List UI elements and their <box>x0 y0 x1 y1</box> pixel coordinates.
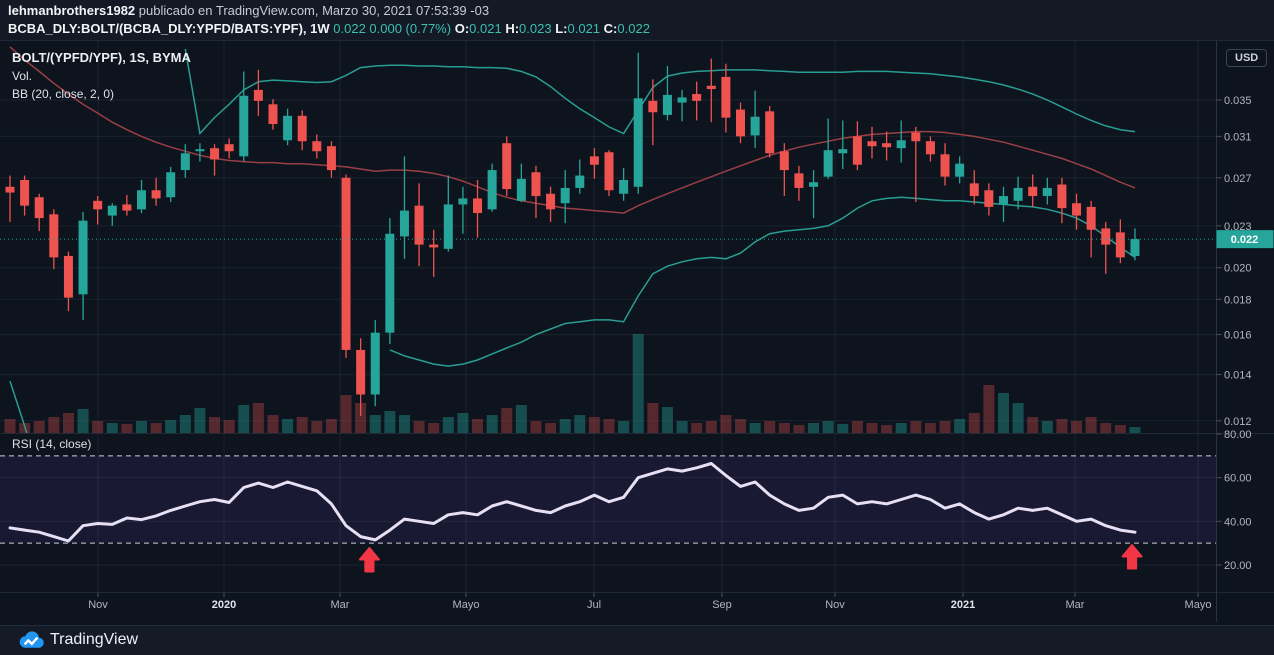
svg-text:Mayo: Mayo <box>453 599 480 611</box>
symbol-title: BCBA_DLY:BOLT/(BCBA_DLY:YPFD/BATS:YPF), … <box>8 21 330 36</box>
svg-text:80.00: 80.00 <box>1224 429 1252 441</box>
close-value: 0.022 <box>617 21 650 36</box>
brand-name: TradingView <box>50 631 139 648</box>
svg-text:2020: 2020 <box>212 599 236 611</box>
publisher-line: lehmanbrothers1982 publicado en TradingV… <box>8 3 489 18</box>
open-label: O: <box>454 21 470 36</box>
svg-text:0.035: 0.035 <box>1224 95 1252 107</box>
svg-text:0.027: 0.027 <box>1224 173 1252 185</box>
high-value: 0.023 <box>519 21 552 36</box>
svg-text:Mar: Mar <box>331 599 350 611</box>
share-header: lehmanbrothers1982 publicado en TradingV… <box>0 0 1274 40</box>
svg-text:Jul: Jul <box>587 599 601 611</box>
svg-text:Mayo: Mayo <box>1185 599 1212 611</box>
low-label: L: <box>555 21 568 36</box>
svg-text:40.00: 40.00 <box>1224 516 1252 528</box>
tradingview-logo-icon[interactable] <box>18 631 46 651</box>
svg-text:Nov: Nov <box>825 599 845 611</box>
svg-text:Mar: Mar <box>1066 599 1085 611</box>
high-label: H: <box>505 21 520 36</box>
currency-badge: USD <box>1226 49 1268 67</box>
open-value: 0.021 <box>469 21 502 36</box>
time-axis[interactable] <box>0 593 1216 623</box>
svg-text:Nov: Nov <box>88 599 108 611</box>
close-label: C: <box>603 21 618 36</box>
svg-text:0.031: 0.031 <box>1224 131 1252 143</box>
svg-text:0.022: 0.022 <box>1231 234 1259 246</box>
svg-text:0.023: 0.023 <box>1224 221 1252 233</box>
price-axis[interactable] <box>1216 41 1274 592</box>
rsi-legend: RSI (14, close) <box>12 437 92 451</box>
publish-info: publicado en TradingView.com, Marzo 30, … <box>135 3 490 18</box>
footer-bar: TradingView <box>0 625 1274 655</box>
symbol-line: BCBA_DLY:BOLT/(BCBA_DLY:YPFD/BATS:YPF), … <box>8 21 650 36</box>
svg-text:20.00: 20.00 <box>1224 560 1252 572</box>
svg-text:0.014: 0.014 <box>1224 370 1252 382</box>
low-value: 0.021 <box>567 21 601 36</box>
svg-text:60.00: 60.00 <box>1224 473 1252 485</box>
username: lehmanbrothers1982 <box>8 3 136 18</box>
price-change: 0.022 0.000 (0.77%) <box>333 21 452 36</box>
svg-text:Sep: Sep <box>712 599 732 611</box>
svg-text:2021: 2021 <box>951 599 975 611</box>
svg-text:0.020: 0.020 <box>1224 263 1252 275</box>
svg-text:0.018: 0.018 <box>1224 294 1252 306</box>
svg-text:0.016: 0.016 <box>1224 330 1252 342</box>
svg-text:0.012: 0.012 <box>1224 416 1252 428</box>
